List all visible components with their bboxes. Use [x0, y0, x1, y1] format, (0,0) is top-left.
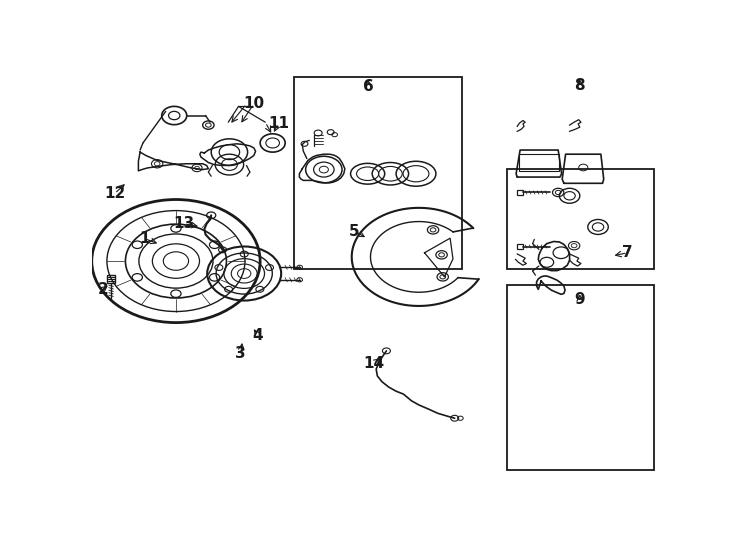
Bar	[294, 77, 462, 268]
Text: 2: 2	[98, 282, 109, 297]
Text: 10: 10	[243, 96, 264, 111]
Bar	[517, 244, 523, 249]
Bar	[517, 190, 523, 195]
Bar	[507, 285, 654, 470]
Bar	[507, 168, 654, 268]
Text: 1: 1	[139, 231, 150, 246]
Text: 13: 13	[173, 216, 195, 231]
Text: 4: 4	[252, 328, 264, 342]
Text: 14: 14	[363, 356, 385, 371]
Text: 9: 9	[575, 292, 585, 307]
Text: 3: 3	[236, 346, 246, 361]
Text: 8: 8	[575, 78, 585, 93]
Text: 7: 7	[622, 245, 633, 260]
Bar	[107, 275, 115, 283]
Text: 12: 12	[104, 186, 125, 201]
Text: 6: 6	[363, 79, 374, 94]
Bar	[519, 154, 559, 171]
Text: 5: 5	[349, 224, 360, 239]
Text: 11: 11	[268, 116, 289, 131]
